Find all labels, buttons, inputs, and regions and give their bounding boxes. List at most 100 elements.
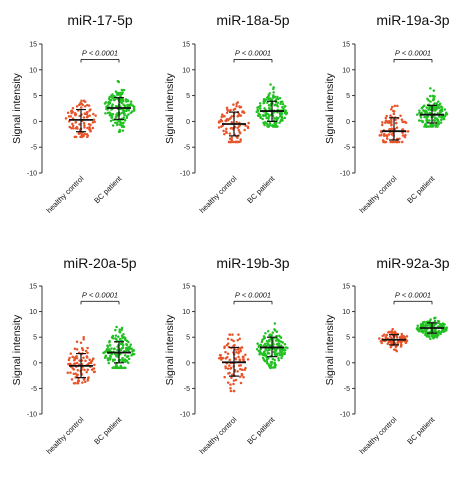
data-point	[268, 124, 272, 127]
data-point	[235, 120, 238, 124]
data-point	[272, 350, 276, 354]
data-point	[265, 116, 268, 120]
data-point	[231, 373, 234, 377]
data-point	[434, 124, 437, 127]
data-point	[390, 118, 393, 121]
data-point	[429, 337, 432, 341]
data-point	[428, 119, 431, 122]
data-point	[121, 346, 125, 349]
data-point	[432, 323, 435, 326]
data-point	[266, 349, 269, 352]
data-point	[277, 358, 281, 362]
data-point	[420, 325, 423, 328]
data-point	[238, 106, 242, 109]
data-point	[109, 98, 113, 102]
data-point	[239, 381, 243, 385]
data-point	[383, 121, 387, 124]
data-point	[285, 111, 289, 115]
data-point	[242, 358, 245, 361]
data-point	[125, 339, 129, 343]
data-point	[93, 370, 96, 373]
data-point	[238, 132, 242, 135]
data-point	[103, 350, 107, 354]
data-point	[247, 121, 250, 125]
data-point	[127, 357, 131, 361]
series-healthy-control	[218, 333, 250, 393]
data-point	[244, 124, 247, 127]
data-point	[273, 328, 276, 331]
data-point	[241, 368, 244, 372]
data-point	[93, 363, 96, 367]
data-point	[258, 113, 262, 116]
data-point	[425, 116, 428, 119]
data-point	[83, 132, 87, 136]
data-point	[79, 106, 83, 109]
data-point	[431, 123, 435, 126]
data-point	[416, 324, 420, 328]
data-point	[384, 119, 388, 122]
data-point	[108, 113, 112, 117]
data-point	[225, 343, 229, 347]
data-point	[238, 375, 242, 379]
data-point	[70, 378, 74, 381]
data-point	[392, 112, 396, 116]
data-point	[225, 131, 228, 135]
data-point	[438, 115, 441, 118]
data-point	[396, 341, 400, 344]
data-point	[387, 121, 391, 125]
data-point	[424, 109, 427, 112]
y-tick-label: 0	[346, 119, 350, 126]
data-point	[395, 140, 398, 144]
data-point	[405, 335, 409, 338]
data-point	[232, 108, 235, 111]
data-point	[118, 330, 121, 334]
data-point	[126, 99, 130, 103]
data-point	[82, 121, 86, 125]
data-point	[74, 372, 77, 375]
y-tick-label: 15	[182, 42, 190, 49]
data-point	[257, 105, 261, 109]
data-point	[271, 123, 274, 127]
series-healthy-control	[378, 327, 409, 353]
data-point	[273, 95, 277, 99]
data-point	[268, 114, 271, 117]
data-point	[421, 322, 425, 325]
data-point	[427, 335, 431, 338]
series-bc-patient	[415, 87, 449, 128]
data-point	[228, 333, 231, 336]
data-point	[111, 103, 114, 106]
data-point	[433, 329, 436, 332]
data-point	[79, 341, 83, 345]
data-point	[73, 356, 76, 360]
data-point	[79, 132, 83, 135]
data-point	[261, 117, 264, 121]
data-point	[262, 101, 266, 105]
data-point	[424, 111, 427, 115]
y-tick-label: 10	[182, 309, 190, 316]
data-point	[92, 118, 96, 122]
data-point	[265, 339, 269, 343]
data-point	[236, 126, 239, 130]
data-point	[399, 114, 402, 118]
data-point	[109, 355, 112, 359]
data-point	[88, 127, 92, 131]
data-point	[236, 136, 239, 140]
data-point	[274, 349, 278, 352]
data-point	[228, 364, 231, 367]
data-point	[120, 328, 123, 332]
data-point	[113, 353, 117, 356]
data-point	[381, 334, 384, 338]
data-point	[280, 356, 283, 360]
data-point	[86, 351, 89, 355]
data-point	[76, 382, 80, 385]
data-point	[129, 343, 132, 346]
data-point	[440, 116, 443, 119]
data-point	[399, 345, 403, 348]
data-point	[89, 130, 92, 133]
data-point	[242, 355, 245, 359]
p-value-annotation: P < 0.0001	[82, 290, 118, 299]
data-point	[83, 105, 87, 108]
data-point	[400, 343, 403, 346]
data-point	[279, 102, 282, 106]
data-point	[394, 122, 398, 125]
